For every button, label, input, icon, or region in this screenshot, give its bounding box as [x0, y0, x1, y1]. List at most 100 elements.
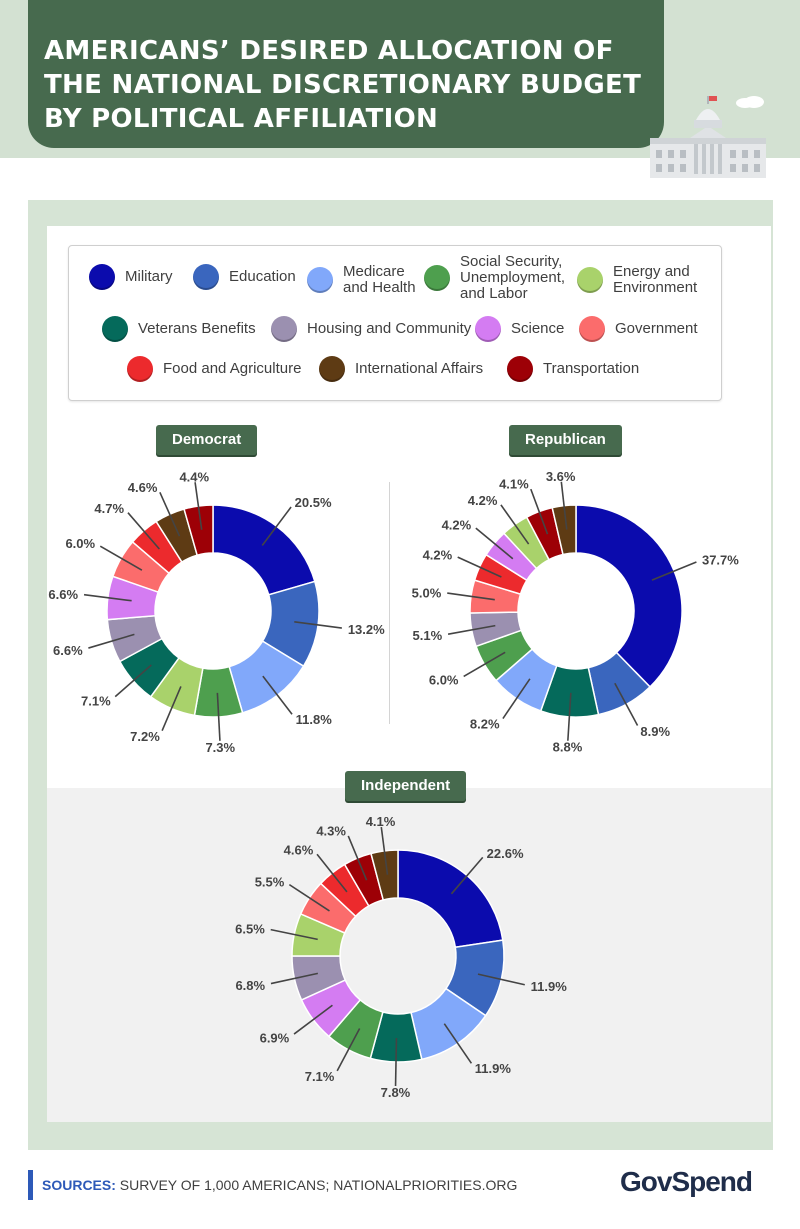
leader-line [270, 972, 319, 985]
legend-label: Social Security, Unemployment, and Labor [460, 253, 566, 302]
legend-swatch-food [127, 356, 153, 382]
data-label: 4.2% [442, 517, 472, 532]
data-label: 4.7% [94, 501, 124, 516]
legend-item-energy: Energy and Environment [577, 264, 697, 296]
legend-label: Housing and Community [307, 320, 472, 337]
legend-label: Food and Agriculture [163, 360, 302, 377]
capitol-icon [650, 96, 766, 178]
legend-swatch-housing [271, 316, 297, 342]
leader-line [560, 481, 568, 530]
leader-line [457, 556, 502, 578]
legend: Military Education Medicare and Health S… [68, 245, 722, 401]
legend-label: Medicare and Health [343, 263, 416, 296]
data-label: 22.6% [487, 846, 524, 861]
legend-label: Energy and Environment [613, 263, 698, 296]
legend-swatch-veterans [102, 316, 128, 342]
legend-swatch-science [475, 316, 501, 342]
donut-slice [183, 504, 214, 557]
legend-item-international: International Affairs [319, 356, 483, 382]
leader-line [216, 692, 221, 741]
data-label: 4.1% [366, 814, 396, 829]
leader-line [294, 620, 342, 629]
data-label: 7.3% [205, 740, 235, 755]
legend-label: International Affairs [355, 360, 484, 377]
legend-swatch-military [89, 264, 115, 290]
legend-item-transportation: Transportation [507, 356, 639, 382]
legend-label: Education [229, 268, 296, 285]
donut-slice [551, 504, 577, 556]
sources: SOURCES: SURVEY OF 1,000 AMERICANS; NATI… [42, 1177, 517, 1193]
leader-line [477, 973, 525, 986]
legend-item-science: Science [475, 316, 564, 342]
leader-line [347, 835, 368, 881]
legend-swatch-medicare [307, 267, 333, 293]
leader-line [159, 492, 181, 537]
donut-slice [370, 849, 399, 901]
leader-line [447, 592, 495, 601]
legend-label: Military [125, 268, 173, 285]
data-label: 4.2% [423, 548, 453, 563]
data-label: 6.5% [235, 921, 265, 936]
title-line-3: BY POLITICAL AFFILIATION [44, 104, 439, 134]
leader-line [261, 506, 292, 546]
legend-label: Transportation [543, 360, 640, 377]
legend-swatch-energy [577, 267, 603, 293]
leader-line [463, 651, 506, 678]
data-label: 11.9% [475, 1061, 512, 1076]
leader-line [99, 545, 143, 571]
legend-label: Veterans Benefits [138, 320, 256, 337]
sources-text: SURVEY OF 1,000 AMERICANS; NATIONALPRIOR… [119, 1177, 518, 1193]
leader-line [114, 664, 152, 698]
leader-line [127, 512, 160, 550]
legend-label: Science [511, 320, 565, 337]
leader-line [88, 633, 135, 649]
leader-line [443, 1023, 473, 1064]
independent-panel [47, 788, 771, 1122]
govspend-logo: GovSpend [620, 1166, 753, 1197]
leader-line [270, 928, 318, 941]
data-label: 20.5% [295, 495, 332, 510]
data-label: 8.9% [640, 724, 670, 739]
data-label: 6.8% [235, 978, 265, 993]
data-label: 37.7% [702, 553, 739, 568]
leader-line [394, 1037, 398, 1086]
leader-line [161, 686, 182, 731]
data-label: 11.9% [531, 979, 568, 994]
donut-slice [397, 849, 504, 949]
republican-chart-title: Republican [509, 425, 622, 455]
data-label: 5.0% [412, 585, 442, 600]
leader-line [447, 624, 496, 635]
leader-line [83, 593, 132, 602]
legend-label: Government [615, 320, 698, 337]
democrat-chart-title: Democrat [156, 425, 258, 455]
leader-line [502, 678, 531, 719]
leader-line [194, 482, 203, 530]
data-label: 4.1% [499, 476, 529, 491]
sources-label: SOURCES: [42, 1177, 116, 1193]
data-label: 4.6% [128, 480, 158, 495]
donut-slice [575, 504, 683, 688]
data-label: 6.0% [65, 536, 95, 551]
page-title: AMERICANS’ DESIRED ALLOCATION OF THE NAT… [44, 34, 664, 136]
legend-item-housing: Housing and Community [271, 316, 471, 342]
title-line-2: THE NATIONAL DISCRETIONARY BUDGET [44, 70, 642, 100]
data-label: 8.8% [553, 740, 583, 755]
data-label: 5.1% [413, 628, 443, 643]
chart-divider [389, 482, 390, 724]
data-label: 8.2% [470, 716, 500, 731]
leader-line [336, 1028, 361, 1072]
legend-item-food: Food and Agriculture [127, 356, 301, 382]
leader-line [567, 692, 572, 741]
legend-item-education: Education [193, 264, 296, 290]
donut-slice [212, 504, 316, 596]
data-label: 6.0% [429, 672, 459, 687]
leader-line [614, 682, 639, 726]
data-label: 7.8% [381, 1085, 411, 1100]
data-label: 4.4% [179, 469, 209, 484]
data-label: 6.9% [260, 1031, 290, 1046]
legend-item-veterans: Veterans Benefits [102, 316, 256, 342]
legend-item-medicare: Medicare and Health [307, 264, 416, 296]
legend-item-social-security: Social Security, Unemployment, and Labor [424, 254, 565, 302]
leader-line [380, 826, 389, 875]
